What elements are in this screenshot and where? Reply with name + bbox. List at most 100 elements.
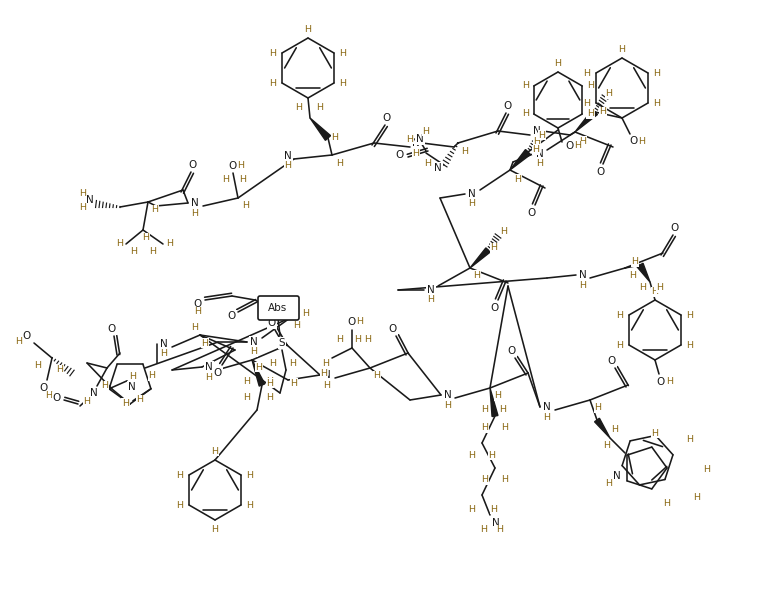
Text: H: H bbox=[194, 308, 201, 317]
Text: H: H bbox=[191, 323, 198, 331]
Text: H: H bbox=[612, 425, 619, 434]
Text: H: H bbox=[631, 258, 638, 267]
Text: H: H bbox=[148, 371, 155, 381]
Text: H: H bbox=[322, 359, 329, 368]
Text: H: H bbox=[56, 365, 64, 374]
Text: O: O bbox=[657, 377, 665, 387]
Text: N: N bbox=[191, 198, 199, 208]
Text: H: H bbox=[191, 208, 198, 217]
Text: O: O bbox=[268, 318, 276, 328]
Text: H: H bbox=[256, 362, 263, 371]
Text: H: H bbox=[223, 175, 230, 185]
Polygon shape bbox=[490, 388, 498, 416]
Text: H: H bbox=[267, 378, 274, 387]
Text: H: H bbox=[373, 371, 380, 381]
Text: H: H bbox=[324, 381, 331, 390]
Text: H: H bbox=[491, 244, 498, 252]
Text: H: H bbox=[502, 476, 509, 485]
Text: H: H bbox=[34, 362, 42, 371]
Text: N: N bbox=[579, 270, 587, 280]
Text: H: H bbox=[161, 349, 168, 359]
Text: N: N bbox=[533, 126, 541, 136]
Text: H: H bbox=[586, 109, 593, 118]
Text: H: H bbox=[687, 435, 694, 444]
Text: H: H bbox=[654, 68, 660, 77]
Text: N: N bbox=[613, 471, 621, 481]
Text: N: N bbox=[160, 339, 168, 349]
Polygon shape bbox=[575, 109, 597, 132]
Text: O: O bbox=[194, 299, 202, 309]
Text: H: H bbox=[143, 233, 150, 242]
Text: H: H bbox=[594, 403, 601, 412]
Text: H: H bbox=[321, 368, 328, 378]
Polygon shape bbox=[310, 118, 331, 140]
Text: H: H bbox=[289, 359, 296, 368]
Text: H: H bbox=[244, 393, 251, 403]
Text: H: H bbox=[270, 78, 277, 87]
Text: H: H bbox=[666, 378, 673, 387]
Text: H: H bbox=[586, 81, 593, 90]
Text: H: H bbox=[339, 78, 347, 87]
Text: H: H bbox=[166, 239, 173, 248]
Text: H: H bbox=[687, 311, 694, 320]
Text: N: N bbox=[323, 370, 331, 380]
Text: H: H bbox=[600, 108, 607, 116]
Text: H: H bbox=[303, 308, 310, 318]
Text: H: H bbox=[129, 372, 136, 381]
Text: H: H bbox=[293, 321, 300, 330]
Text: O: O bbox=[229, 161, 237, 171]
Text: H: H bbox=[427, 295, 434, 305]
Text: O: O bbox=[40, 383, 48, 393]
Text: O: O bbox=[108, 324, 116, 334]
Text: N: N bbox=[444, 390, 452, 400]
Text: H: H bbox=[638, 137, 645, 146]
Text: O: O bbox=[389, 324, 397, 334]
Text: H: H bbox=[703, 466, 710, 475]
Text: H: H bbox=[522, 81, 529, 90]
Text: H: H bbox=[532, 146, 539, 154]
Text: O: O bbox=[491, 303, 499, 313]
Text: H: H bbox=[212, 447, 219, 456]
Text: H: H bbox=[445, 400, 452, 409]
Text: H: H bbox=[694, 494, 700, 503]
Text: H: H bbox=[533, 137, 540, 146]
Text: H: H bbox=[205, 372, 212, 381]
Text: H: H bbox=[491, 504, 498, 513]
Text: N: N bbox=[86, 195, 94, 205]
Text: O: O bbox=[597, 167, 605, 177]
Text: N: N bbox=[128, 382, 136, 392]
Text: H: H bbox=[251, 347, 257, 356]
Text: H: H bbox=[246, 501, 253, 510]
Text: H: H bbox=[500, 228, 507, 236]
Text: H: H bbox=[79, 189, 86, 198]
Text: H: H bbox=[616, 311, 623, 320]
Text: N: N bbox=[416, 134, 424, 144]
Text: O: O bbox=[528, 208, 536, 218]
Text: H: H bbox=[481, 526, 488, 535]
Text: H: H bbox=[151, 206, 158, 214]
Text: O: O bbox=[671, 223, 679, 233]
Text: H: H bbox=[575, 141, 582, 150]
Text: H: H bbox=[304, 26, 311, 34]
Text: H: H bbox=[502, 424, 509, 432]
Text: H: H bbox=[285, 162, 292, 170]
Text: O: O bbox=[214, 368, 222, 378]
Text: H: H bbox=[469, 504, 476, 513]
Text: H: H bbox=[136, 396, 143, 405]
Text: N: N bbox=[427, 285, 435, 295]
Text: H: H bbox=[583, 68, 590, 77]
Text: H: H bbox=[101, 381, 108, 390]
Text: O: O bbox=[396, 150, 404, 160]
Text: H: H bbox=[481, 406, 488, 415]
Text: H: H bbox=[291, 378, 297, 387]
Text: H: H bbox=[469, 200, 476, 208]
Text: H: H bbox=[543, 412, 550, 422]
Text: N: N bbox=[536, 149, 544, 159]
Text: H: H bbox=[652, 428, 659, 438]
Text: H: H bbox=[84, 397, 90, 406]
Text: H: H bbox=[481, 424, 488, 432]
Text: H: H bbox=[317, 103, 324, 112]
Text: H: H bbox=[336, 160, 343, 169]
Text: H: H bbox=[246, 470, 253, 479]
Polygon shape bbox=[594, 418, 610, 438]
